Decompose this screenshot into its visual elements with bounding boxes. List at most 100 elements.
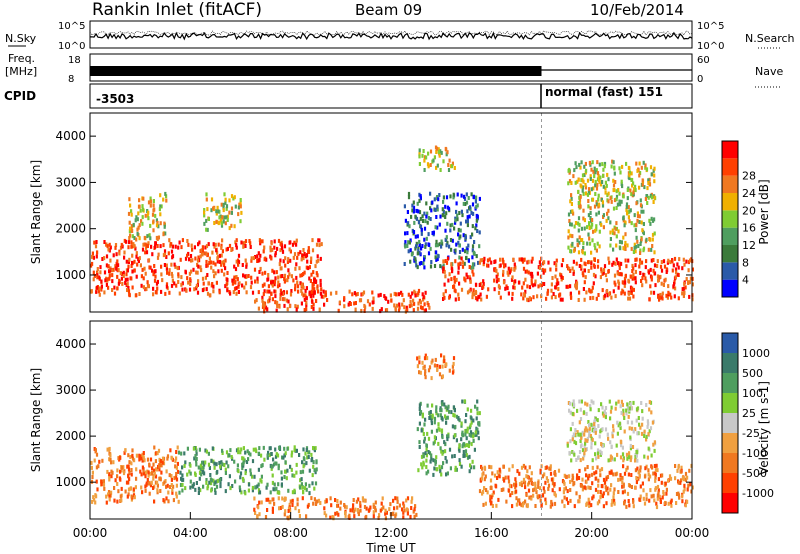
velocity-cell xyxy=(645,497,648,502)
velocity-cell xyxy=(636,450,639,455)
power-cell xyxy=(131,269,134,274)
power-cell xyxy=(419,224,423,229)
power-cell xyxy=(415,208,418,213)
velocity-cell xyxy=(304,451,307,456)
velocity-cell xyxy=(655,463,658,468)
power-cell xyxy=(457,240,460,245)
power-cell xyxy=(445,235,448,240)
velocity-cell xyxy=(573,452,576,457)
power-cell xyxy=(157,252,160,257)
velocity-cell xyxy=(605,477,608,482)
power-cell xyxy=(599,275,602,280)
velocity-cell xyxy=(579,417,583,421)
power-cell xyxy=(202,251,205,256)
power-cell xyxy=(174,244,177,249)
velocity-cell xyxy=(428,451,432,456)
power-cell xyxy=(324,292,327,297)
power-cell xyxy=(213,221,216,225)
velocity-cell xyxy=(579,439,582,443)
power-cell xyxy=(624,280,627,285)
power-cell xyxy=(682,257,685,262)
velocity-cell xyxy=(563,481,566,486)
power-cell xyxy=(471,224,474,229)
power-cell xyxy=(147,210,150,215)
power-cell xyxy=(185,288,188,293)
power-cell xyxy=(411,228,414,233)
velocity-cell xyxy=(256,484,259,489)
power-cell xyxy=(180,282,183,287)
power-cell xyxy=(660,260,663,264)
power-cell xyxy=(483,256,486,261)
velocity-cell xyxy=(147,470,150,475)
power-cell xyxy=(590,261,593,266)
power-cell xyxy=(496,272,499,277)
power-cell xyxy=(141,207,145,212)
velocity-cell xyxy=(491,471,494,476)
power-cell xyxy=(458,281,461,286)
power-cell xyxy=(261,271,264,276)
velocity-cell xyxy=(437,413,440,418)
power-cell xyxy=(522,281,525,286)
power-cell xyxy=(613,231,616,236)
velocity-cell xyxy=(129,486,132,491)
power-cell xyxy=(441,241,444,246)
velocity-cell xyxy=(308,483,311,488)
velocity-cell xyxy=(528,465,531,470)
power-cell xyxy=(280,244,284,249)
power-cell xyxy=(662,283,665,287)
power-cell xyxy=(448,158,451,163)
velocity-cell xyxy=(271,497,274,502)
power-cell xyxy=(425,236,428,241)
velocity-cell xyxy=(569,427,572,432)
power-cell xyxy=(137,225,140,230)
power-cell xyxy=(551,276,554,280)
velocity-cell xyxy=(210,458,213,463)
velocity-cell xyxy=(649,400,653,405)
velocity-cell xyxy=(440,408,443,413)
velocity-cell xyxy=(312,460,315,465)
velocity-cell xyxy=(597,454,600,459)
power-cell xyxy=(279,248,282,253)
power-cell xyxy=(95,254,98,259)
power-cell xyxy=(604,180,607,185)
velocity-cell xyxy=(194,473,197,477)
power-colorbar-tick-label: 4 xyxy=(742,274,749,287)
velocity-cell xyxy=(447,434,450,439)
power-cell xyxy=(580,226,583,231)
power-cell xyxy=(288,304,292,309)
power-cell xyxy=(615,221,618,226)
velocity-cell xyxy=(426,431,429,436)
power-cell xyxy=(96,273,99,278)
power-cell xyxy=(159,193,162,198)
velocity-cell xyxy=(215,462,218,467)
power-cell xyxy=(613,165,616,170)
power-cell xyxy=(463,194,466,199)
power-cell xyxy=(363,309,366,313)
power-cell xyxy=(575,281,579,286)
power-colorbar-tick-label: 20 xyxy=(742,204,756,217)
power-cell xyxy=(578,290,581,295)
power-cell xyxy=(495,268,498,273)
power-cell xyxy=(130,212,133,217)
velocity-cell xyxy=(571,437,574,442)
velocity-cell xyxy=(455,467,458,472)
power-cell xyxy=(406,210,409,214)
velocity-cell xyxy=(401,507,404,512)
power-cell xyxy=(263,309,266,314)
velocity-cell xyxy=(435,467,438,472)
velocity-cell xyxy=(525,474,528,479)
power-cell xyxy=(640,260,644,265)
power-cell xyxy=(447,163,450,167)
power-cell xyxy=(641,228,644,233)
power-cell xyxy=(135,215,138,220)
velocity-cell xyxy=(392,498,395,503)
velocity-cell xyxy=(344,513,347,518)
velocity-cell xyxy=(186,446,189,451)
velocity-cell xyxy=(627,414,630,419)
power-cell xyxy=(601,200,604,205)
power-colorbar-tick-label: 8 xyxy=(742,256,749,269)
power-cell xyxy=(209,260,213,265)
velocity-cell xyxy=(483,486,486,491)
power-cell xyxy=(678,257,681,262)
power-cell xyxy=(123,238,126,243)
